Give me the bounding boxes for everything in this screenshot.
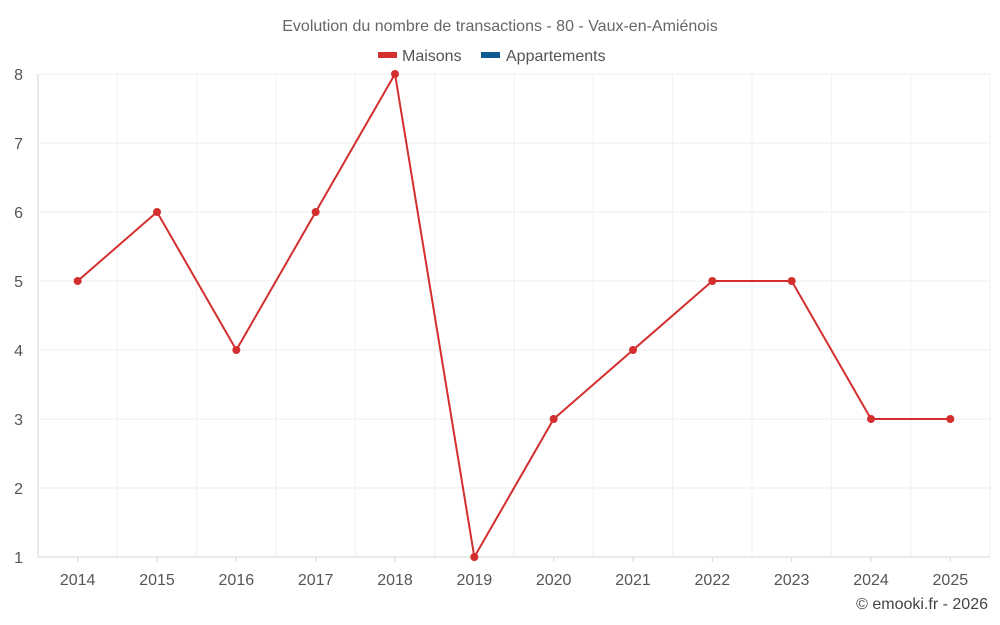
x-axis-labels: 2014 2015 2016 2017 2018 2019 2020 2021 2022 2023… xyxy=(60,572,968,589)
x-tick-label: 2025 xyxy=(933,572,969,589)
data-point[interactable] xyxy=(470,553,479,561)
x-tick-label: 2024 xyxy=(853,572,889,589)
series-line-maisons xyxy=(77,73,951,558)
data-point[interactable] xyxy=(311,208,320,216)
grid xyxy=(37,73,991,557)
y-tick-label: 3 xyxy=(14,412,23,429)
x-tick-label: 2014 xyxy=(60,572,96,589)
axes xyxy=(37,74,990,562)
data-point[interactable] xyxy=(549,415,558,423)
x-tick-label: 2021 xyxy=(615,572,651,589)
x-tick-label: 2019 xyxy=(457,572,493,589)
y-tick-label: 6 xyxy=(14,205,23,222)
data-point[interactable] xyxy=(153,208,161,216)
x-tick-label: 2015 xyxy=(139,572,175,589)
x-tick-label: 2023 xyxy=(774,572,810,589)
legend-swatch-appartements xyxy=(481,52,500,58)
y-tick-label: 5 xyxy=(14,274,23,291)
legend-swatch-maisons xyxy=(378,52,397,58)
x-tick-label: 2016 xyxy=(219,572,255,589)
chart-title: Evolution du nombre de transactions - 80… xyxy=(282,18,717,35)
series-maisons xyxy=(73,70,955,561)
y-tick-label: 4 xyxy=(14,343,23,360)
y-tick-label: 7 xyxy=(14,136,23,153)
x-tick-label: 2017 xyxy=(298,572,334,589)
credit-text: © emooki.fr - 2026 xyxy=(856,596,988,613)
data-point[interactable] xyxy=(708,277,717,285)
x-tick-label: 2020 xyxy=(536,572,572,589)
x-tick-label: 2022 xyxy=(695,572,731,589)
legend-label-maisons: Maisons xyxy=(402,48,462,65)
y-axis-labels: 1 2 3 4 5 6 7 8 xyxy=(14,67,23,567)
legend-label-appartements: Appartements xyxy=(506,48,606,65)
data-point[interactable] xyxy=(232,346,241,354)
data-point[interactable] xyxy=(391,70,399,78)
data-point[interactable] xyxy=(867,415,875,423)
legend-item-maisons[interactable]: Maisons xyxy=(378,48,462,65)
x-tick-label: 2018 xyxy=(377,572,413,589)
legend: Maisons Appartements xyxy=(378,48,606,65)
data-point[interactable] xyxy=(946,415,955,423)
y-tick-label: 1 xyxy=(14,550,23,567)
legend-item-appartements[interactable]: Appartements xyxy=(481,48,606,65)
y-tick-label: 8 xyxy=(14,67,23,84)
data-point[interactable] xyxy=(787,277,796,285)
data-point[interactable] xyxy=(73,277,82,285)
data-point[interactable] xyxy=(629,346,637,354)
y-tick-label: 2 xyxy=(14,481,23,498)
